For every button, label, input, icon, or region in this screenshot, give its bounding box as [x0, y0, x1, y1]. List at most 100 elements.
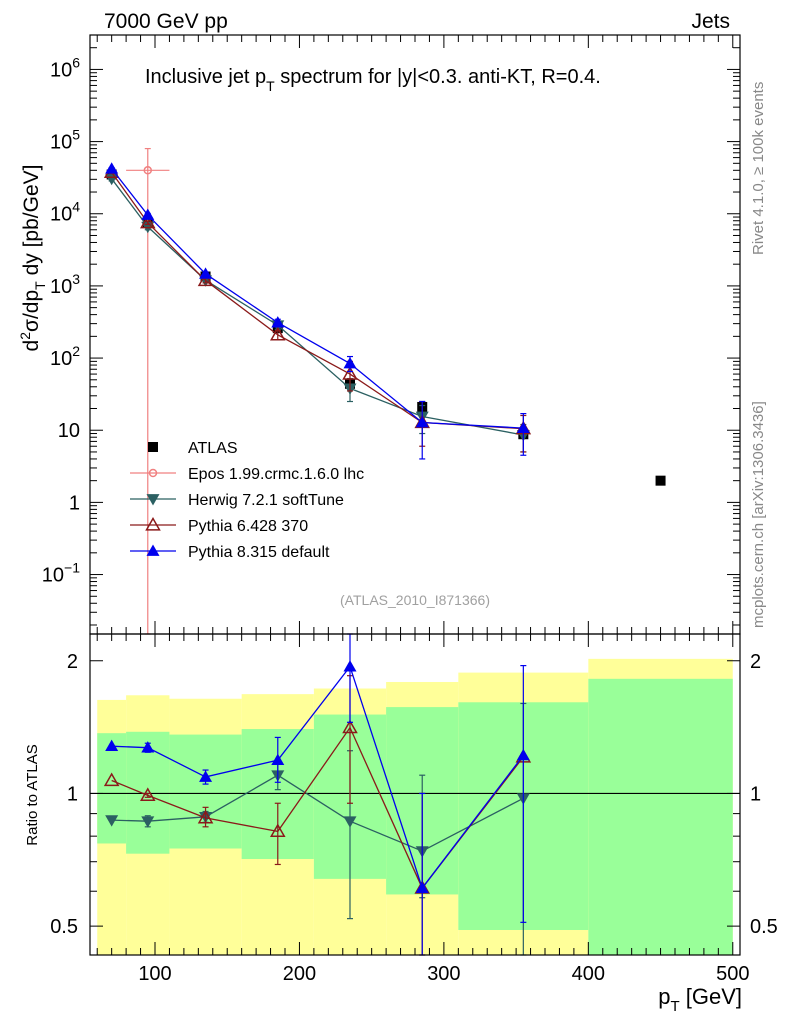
xlabel-main: p	[658, 984, 670, 1009]
ratio-point	[105, 739, 119, 752]
tick-exp: −1	[64, 560, 80, 576]
ratio-ylabel: Ratio to ATLAS	[24, 744, 41, 845]
data-point	[197, 272, 214, 287]
x-axis-label: pT [GeV]	[658, 984, 742, 1015]
y-tick-label: 10	[58, 420, 80, 442]
x-tick-label: 200	[283, 963, 316, 985]
ratio-point	[342, 719, 358, 734]
data-point	[139, 214, 156, 229]
ratio-point	[141, 741, 155, 753]
data-point	[415, 415, 429, 428]
series-line	[111, 178, 524, 436]
ratio-point	[105, 815, 119, 827]
tick-base: 10	[50, 276, 72, 298]
tick-base: 10	[50, 59, 72, 81]
data-point	[342, 366, 358, 380]
series-pythia-8-315-default	[105, 162, 530, 460]
data-point	[271, 316, 285, 328]
ratio-point	[415, 881, 429, 893]
ratio-point	[269, 823, 286, 838]
data-point	[269, 326, 286, 341]
ylabel-sup: 2	[17, 332, 33, 340]
legend-marker	[146, 494, 160, 506]
ylabel-rest: dy [pb/GeV]	[20, 165, 43, 282]
tick-base: 10	[50, 204, 72, 226]
ratio-y-tick-label-right: 1	[750, 783, 761, 805]
xlabel-sub: T	[670, 998, 679, 1015]
title-sub: T	[266, 78, 275, 94]
legend-label: Epos 1.99.crmc.1.6.0 lhc	[188, 466, 364, 483]
ylabel-sub: T	[32, 281, 48, 290]
ratio-y-tick-label: 0.5	[50, 916, 78, 938]
tick-exp: 2	[72, 343, 80, 359]
ratio-plot-area	[90, 658, 740, 955]
y-tick-label: 102	[50, 343, 80, 370]
ratio-point	[103, 772, 120, 787]
ratio-point	[199, 770, 213, 782]
y-tick-label: 106	[50, 54, 80, 81]
series-herwig-7-2-1-softtune	[105, 173, 530, 453]
tick-exp: 5	[72, 127, 80, 143]
main-title: Inclusive jet pT spectrum for |y|<0.3. a…	[145, 66, 601, 94]
header-right: Jets	[691, 10, 730, 33]
legend-entry: Epos 1.99.crmc.1.6.0 lhc	[130, 466, 364, 483]
side-mcplots: mcplots.cern.ch [arXiv:1306.3436]	[750, 401, 767, 628]
tick-base: 10	[50, 348, 72, 370]
uncertainty-band-inner	[169, 734, 242, 849]
ratio-point	[271, 753, 285, 766]
x-tick-label: 500	[716, 963, 749, 985]
ratio-point	[343, 816, 357, 828]
data-point	[199, 267, 213, 279]
x-tick-label: 400	[572, 963, 605, 985]
legend-label: Pythia 8.315 default	[188, 544, 330, 561]
ratio-series-pythia-8-315-default	[105, 633, 530, 956]
tick-base: 10	[42, 565, 64, 587]
legend-entry: Pythia 8.315 default	[130, 544, 330, 561]
tick-exp: 6	[72, 54, 80, 70]
y-tick-label: 104	[50, 199, 80, 226]
x-tick-label: 100	[138, 963, 171, 985]
legend-entry: Pythia 6.428 370	[130, 516, 308, 535]
ylabel-d: d	[20, 340, 43, 352]
legend-entry: ATLAS	[148, 440, 238, 457]
title-main: Inclusive jet p	[145, 66, 266, 88]
legend-marker	[148, 442, 158, 452]
data-point	[516, 421, 530, 433]
series-pythia-6-428-370	[103, 164, 532, 453]
legend-label: ATLAS	[188, 440, 238, 457]
legend-marker	[146, 544, 160, 556]
x-tick-label: 300	[427, 963, 460, 985]
ratio-y-tick-label: 1	[67, 783, 78, 805]
xlabel-rest: [GeV]	[680, 984, 742, 1009]
watermark: (ATLAS_2010_I871366)	[340, 592, 490, 608]
legend-label: Herwig 7.2.1 softTune	[188, 492, 344, 509]
ratio-point	[516, 748, 530, 761]
side-rivet: Rivet 4.1.0, ≥ 100k events	[750, 82, 767, 255]
ratio-point	[343, 660, 357, 672]
ratio-point	[139, 787, 156, 801]
y-tick-label: 105	[50, 127, 80, 154]
main-ylabel: d2σ/dpT dy [pb/GeV]	[17, 165, 48, 352]
series-line	[111, 171, 524, 430]
series-line	[111, 168, 524, 429]
tick-base: 10	[50, 132, 72, 154]
y-tick-label: 103	[50, 271, 80, 298]
legend-marker	[145, 516, 161, 531]
uncertainty-band-inner	[588, 678, 733, 955]
data-point	[105, 162, 119, 174]
data-point	[141, 208, 155, 220]
legend-marker	[148, 468, 158, 478]
data-point	[143, 166, 153, 175]
y-tick-label: 1	[69, 492, 80, 514]
tick-exp: 3	[72, 271, 80, 287]
tick-exp: 4	[72, 199, 80, 215]
ratio-y-tick-label-right: 2	[750, 651, 761, 673]
series-atlas	[106, 169, 666, 486]
ylabel-sigma: σ/dp	[20, 290, 43, 332]
title-rest: spectrum for |y|<0.3. anti-KT, R=0.4.	[275, 66, 601, 88]
data-point	[343, 357, 357, 369]
ratio-point	[197, 809, 214, 824]
legend-entry: Herwig 7.2.1 softTune	[130, 492, 344, 509]
ratio-y-tick-label: 2	[67, 651, 78, 673]
